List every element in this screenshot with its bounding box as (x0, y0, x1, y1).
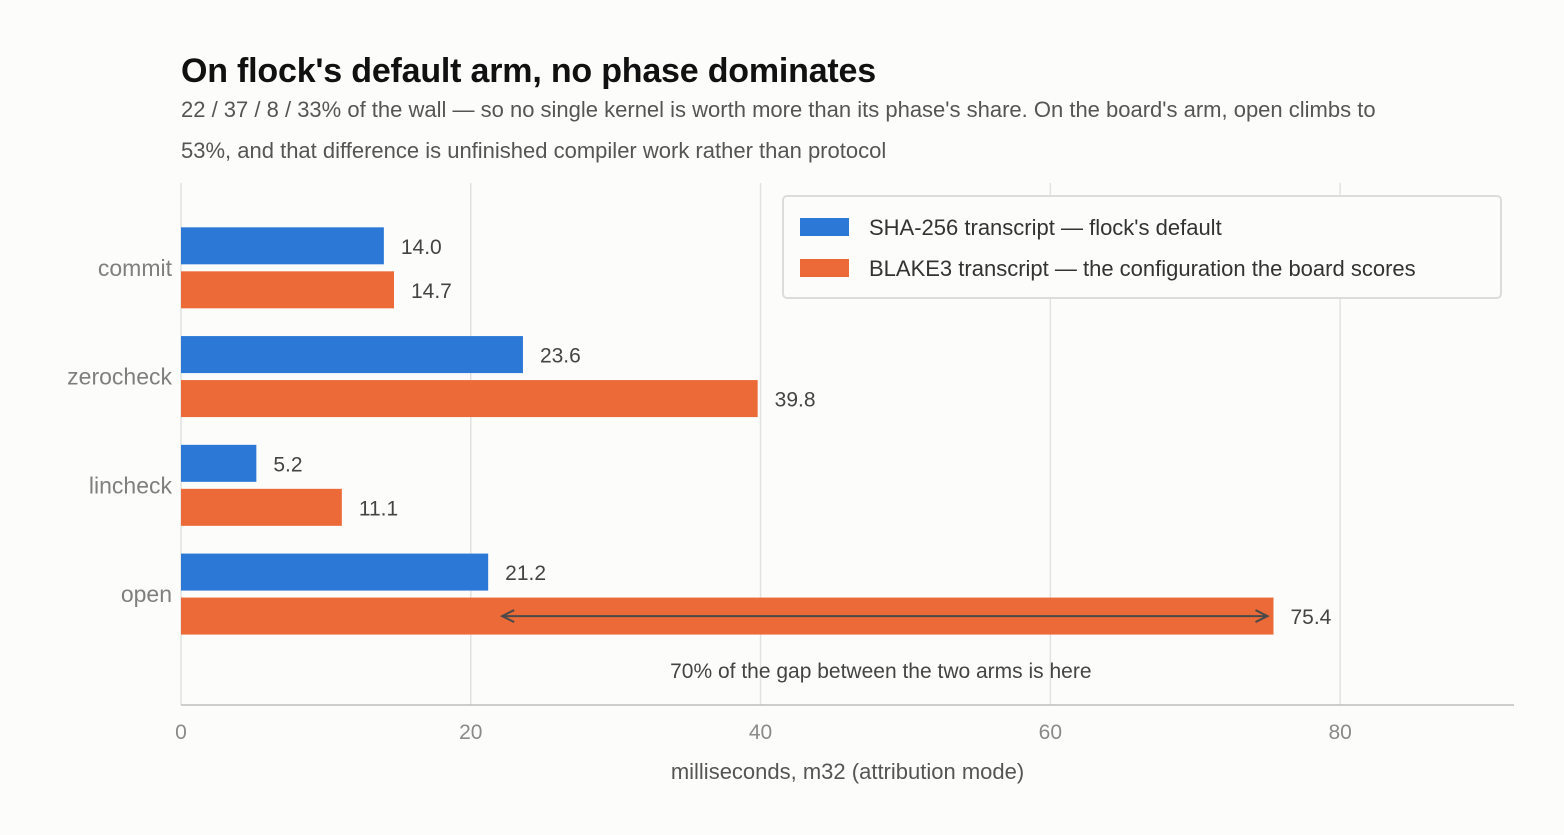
value-label-zerocheck-series-1: 39.8 (775, 389, 816, 412)
x-tick-label-0: 0 (175, 721, 187, 744)
category-label-commit: commit (98, 255, 173, 281)
data-labels: 14.0 14.7 23.6 39.8 5.2 11.1 21.2 75.4 (273, 236, 1331, 629)
chart-title: On flock's default arm, no phase dominat… (181, 52, 876, 90)
bar-commit-series-1 (181, 271, 394, 309)
legend: SHA-256 transcript — flock's default BLAK… (782, 195, 1502, 299)
annotation-group: 70% of the gap between the two arms is h… (499, 609, 1270, 683)
bar-commit-series-0 (181, 227, 384, 265)
x-axis-title: milliseconds, m32 (attribution mode) (671, 759, 1024, 784)
annotation-arrowhead-right (1255, 609, 1270, 623)
bar-lincheck-series-0 (181, 444, 257, 482)
bar-zerocheck-series-0 (181, 336, 523, 374)
bar-open-series-0 (181, 553, 489, 591)
category-label-open: open (121, 581, 172, 607)
value-label-lincheck-series-0: 5.2 (273, 453, 302, 476)
legend-swatch-series-0 (800, 218, 849, 236)
x-tick-label-40: 40 (749, 721, 772, 744)
value-label-open-series-1: 75.4 (1290, 606, 1331, 629)
legend-swatch-series-1 (800, 259, 849, 277)
value-label-zerocheck-series-0: 23.6 (540, 345, 581, 368)
legend-label-series-0: SHA-256 transcript — flock's default (869, 215, 1222, 240)
x-tick-label-20: 20 (459, 721, 482, 744)
x-tick-label-80: 80 (1328, 721, 1351, 744)
axes: 0 20 40 60 80 milliseconds, m32 (attribution … (67, 255, 1514, 784)
value-label-commit-series-1: 14.7 (411, 280, 452, 303)
chart-subtitle: 22 / 37 / 8 / 33% of the wall — so no si… (181, 97, 1376, 163)
x-tick-label-60: 60 (1039, 721, 1062, 744)
value-label-lincheck-series-1: 11.1 (359, 497, 398, 520)
legend-label-series-1: BLAKE3 transcript — the configuration th… (869, 256, 1416, 281)
bar-lincheck-series-1 (181, 488, 342, 526)
category-label-zerocheck: zerocheck (67, 364, 172, 390)
annotation-text: 70% of the gap between the two arms is h… (670, 660, 1091, 683)
annotation-arrowhead-left (499, 609, 515, 623)
value-label-commit-series-0: 14.0 (401, 236, 442, 259)
bar-zerocheck-series-1 (181, 380, 758, 418)
value-label-open-series-0: 21.2 (505, 562, 546, 585)
legend-box (782, 195, 1502, 299)
category-label-lincheck: lincheck (89, 472, 173, 498)
